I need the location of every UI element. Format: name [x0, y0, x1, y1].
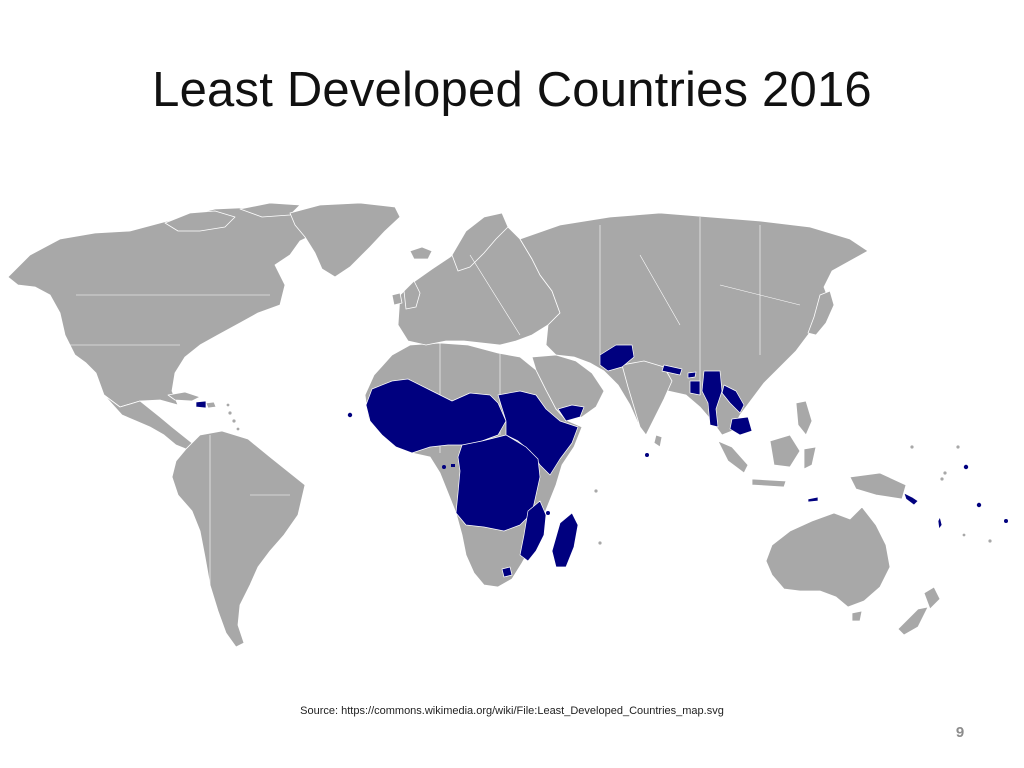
- india: [621, 360, 673, 436]
- ldc-madagascar: [551, 512, 579, 568]
- japan: [807, 290, 835, 336]
- ldc-vanuatu: [937, 516, 943, 530]
- small-islands: [226, 403, 992, 545]
- ldc-myanmar: [701, 370, 723, 428]
- ireland: [391, 292, 403, 306]
- ldc-lesotho: [501, 566, 513, 578]
- asia: [519, 212, 869, 436]
- ldc-laos: [721, 384, 745, 414]
- source-citation: Source: https://commons.wikimedia.org/wi…: [300, 705, 724, 717]
- hispaniola-east: [205, 401, 217, 409]
- iceland: [409, 246, 433, 260]
- ldc-yemen: [557, 404, 585, 422]
- ldc-sao-tome-dot: [442, 465, 446, 469]
- ldc-comoros-dot: [546, 511, 550, 515]
- ldc-cabo-verde-dot: [347, 412, 353, 418]
- ldc-nepal: [661, 364, 683, 376]
- sulawesi: [803, 446, 817, 470]
- great-britain: [403, 280, 421, 310]
- ldc-west-africa: [365, 378, 507, 454]
- page-number: 9: [955, 724, 965, 741]
- north-america: [7, 206, 326, 408]
- new-zealand-south: [897, 606, 929, 636]
- australia: [765, 506, 891, 608]
- ldc-afghanistan: [599, 344, 635, 372]
- sumatra: [717, 440, 749, 474]
- slide-title: Least Developed Countries 2016: [152, 63, 872, 117]
- new-zealand-north: [923, 586, 941, 610]
- philippines: [795, 400, 813, 436]
- ldc-tuvalu-dot: [976, 502, 982, 508]
- scandinavia: [451, 212, 509, 272]
- greenland: [289, 202, 401, 278]
- ldc-central-africa: [455, 434, 541, 532]
- arctic-islands-2: [239, 202, 301, 218]
- arabian-peninsula: [531, 354, 605, 421]
- ldc-bhutan: [687, 371, 697, 379]
- cuba: [167, 391, 201, 402]
- ldc-cambodia: [729, 416, 753, 436]
- ldc-kiribati-dot: [963, 464, 969, 470]
- sri-lanka: [653, 434, 663, 448]
- java: [751, 478, 787, 488]
- world-map: [0, 195, 1024, 670]
- tasmania: [851, 610, 863, 622]
- new-guinea: [849, 472, 907, 500]
- borneo: [769, 434, 801, 468]
- arctic-islands: [164, 210, 236, 232]
- world-map-svg: [7, 202, 1008, 648]
- ldc-pacific-dot: [1004, 519, 1008, 523]
- ldc-mozambique: [519, 500, 547, 562]
- south-america: [171, 430, 306, 648]
- ldc-bangladesh: [689, 380, 701, 396]
- ldc-timor-leste: [807, 496, 819, 503]
- ldc-maldives-dot: [645, 453, 649, 457]
- ldc-haiti: [195, 400, 207, 409]
- ldc-solomon-islands: [903, 492, 919, 506]
- ldc-sao-tome-mark: [451, 464, 455, 467]
